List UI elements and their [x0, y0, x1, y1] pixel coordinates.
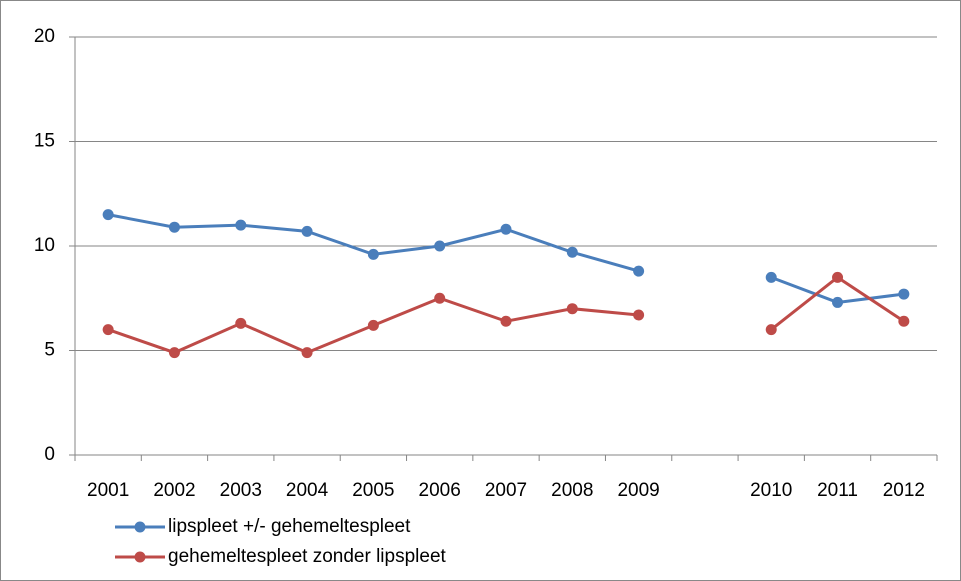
- x-tick-label: 2011: [817, 480, 858, 501]
- data-point: [898, 315, 910, 327]
- y-tick-label: 0: [44, 444, 55, 465]
- data-point: [500, 223, 512, 235]
- data-point: [832, 296, 844, 308]
- data-point: [898, 288, 910, 300]
- data-point: [102, 209, 114, 221]
- data-point: [235, 219, 247, 231]
- data-point: [566, 303, 578, 315]
- data-point: [168, 221, 180, 233]
- data-point: [102, 324, 114, 336]
- data-point: [235, 317, 247, 329]
- x-tick-label: 2003: [220, 480, 262, 501]
- x-tick-label: 2004: [286, 480, 329, 501]
- data-point: [367, 319, 379, 331]
- data-point: [434, 240, 446, 252]
- x-tick-label: 2010: [750, 480, 792, 501]
- x-tick-label: 2006: [419, 480, 461, 501]
- data-point: [633, 265, 645, 277]
- data-point: [500, 315, 512, 327]
- data-point: [765, 324, 777, 336]
- x-tick-label: 2007: [485, 480, 527, 501]
- y-tick-label: 20: [34, 26, 55, 47]
- legend-label: gehemeltespleet zonder lipspleet: [168, 546, 447, 567]
- data-point: [633, 309, 645, 321]
- y-tick-label: 10: [34, 235, 55, 256]
- legend-marker: [134, 521, 146, 533]
- y-tick-label: 5: [44, 340, 55, 361]
- data-point: [832, 271, 844, 283]
- x-tick-label: 2002: [153, 480, 195, 501]
- x-tick-label: 2009: [617, 480, 659, 501]
- x-tick-label: 2001: [87, 480, 129, 501]
- data-point: [301, 347, 313, 359]
- x-tick-label: 2005: [352, 480, 394, 501]
- data-point: [367, 248, 379, 260]
- x-tick-label: 2012: [883, 480, 925, 501]
- legend-label: lipspleet +/- gehemeltespleet: [168, 516, 411, 537]
- data-point: [168, 347, 180, 359]
- data-point: [301, 225, 313, 237]
- y-tick-label: 15: [34, 131, 55, 152]
- data-point: [434, 292, 446, 304]
- legend-marker: [134, 551, 146, 563]
- x-tick-label: 2008: [551, 480, 593, 501]
- data-point: [566, 246, 578, 258]
- data-point: [765, 271, 777, 283]
